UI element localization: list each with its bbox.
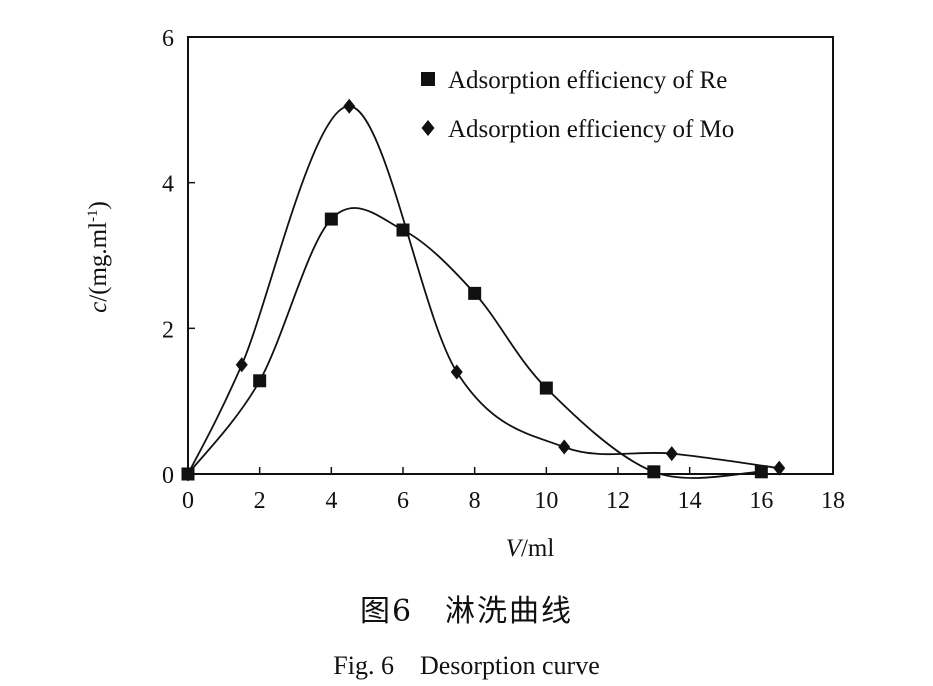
x-tick-label: 14	[678, 488, 702, 514]
legend-diamond-icon	[421, 120, 435, 136]
data-point-diamond	[343, 98, 356, 114]
data-point-diamond	[773, 460, 786, 476]
series-curves	[187, 105, 780, 479]
legend: Adsorption efficiency of Re Adsorption ef…	[421, 67, 734, 143]
y-tick-label: 6	[162, 26, 174, 52]
legend-label: Adsorption efficiency of Mo	[448, 116, 734, 143]
y-tick-label: 2	[162, 317, 174, 343]
data-point-diamond	[665, 446, 678, 462]
axis-ticks: 0 2 4 6 8 10 12 14 16 18 0 2 4 6	[162, 26, 845, 514]
series-line-square	[187, 207, 762, 479]
legend-square-icon	[421, 72, 435, 86]
svg-text:c/(mg.ml-1): c/(mg.ml-1)	[85, 201, 112, 313]
data-point-square	[539, 381, 553, 395]
y-axis-label: c/(mg.ml-1)	[85, 201, 112, 313]
figure-caption-english: Fig. 6 Desorption curve	[333, 651, 600, 680]
figure-caption-chinese: 图6 淋洗曲线	[359, 594, 574, 629]
x-tick-label: 10	[534, 488, 558, 514]
data-point-diamond	[182, 466, 194, 482]
series-line-diamond	[187, 105, 780, 475]
data-point-square	[324, 212, 338, 226]
series-markers	[181, 98, 786, 482]
data-point-square	[253, 374, 267, 388]
data-point-diamond	[235, 357, 248, 373]
x-tick-label: 12	[606, 488, 630, 514]
data-point-square	[468, 286, 482, 300]
svg-text:V/ml: V/ml	[506, 535, 555, 562]
data-point-square	[754, 465, 768, 479]
desorption-chart: c/(mg.ml-1) V/ml 0 2 4 6 8 10 12 14 16 18 0 2 4 6 Ads…	[85, 26, 845, 562]
y-tick-label: 4	[162, 172, 174, 198]
x-tick-label: 4	[325, 488, 337, 514]
data-point-diamond	[450, 364, 463, 380]
x-tick-label: 8	[469, 488, 481, 514]
x-axis-label: V/ml	[506, 535, 555, 562]
x-tick-label: 18	[821, 488, 845, 514]
data-point-square	[396, 223, 410, 237]
legend-label: Adsorption efficiency of Re	[448, 67, 727, 94]
x-tick-label: 16	[749, 488, 773, 514]
data-point-diamond	[558, 439, 571, 455]
x-tick-label: 0	[182, 488, 194, 514]
y-tick-label: 0	[162, 463, 174, 489]
data-point-square	[647, 465, 661, 479]
plot-frame	[187, 36, 834, 475]
x-tick-label: 2	[254, 488, 266, 514]
x-tick-label: 6	[397, 488, 409, 514]
